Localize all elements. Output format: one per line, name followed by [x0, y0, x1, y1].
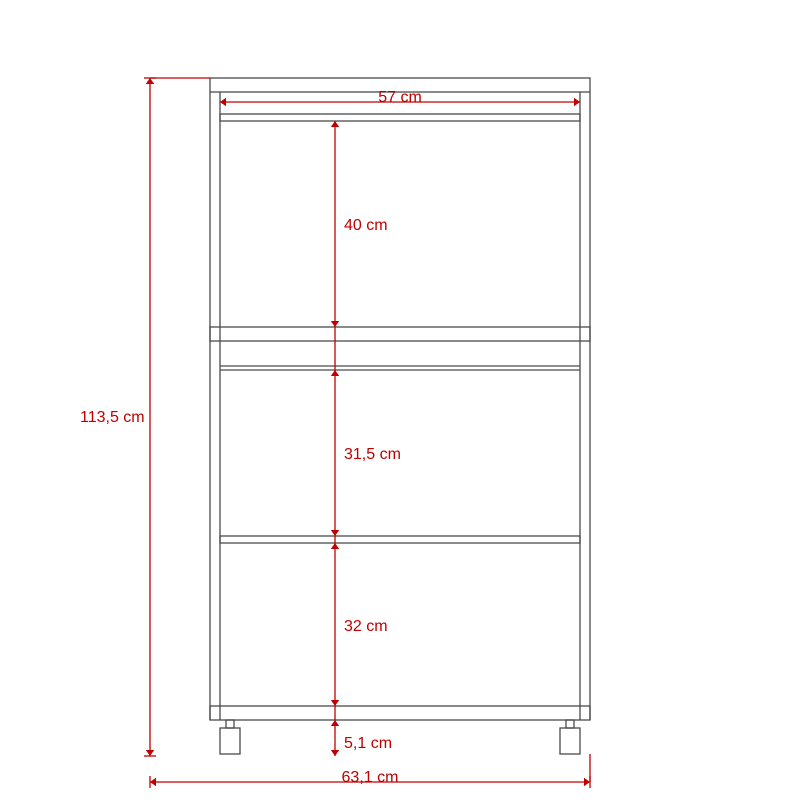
dim-overall-width: 63,1 cm: [342, 769, 399, 786]
dim-interior-width: 57 cm: [378, 89, 422, 106]
dim-overall-height: 113,5 cm: [80, 409, 145, 426]
dim-section-1: 40 cm: [344, 217, 388, 234]
dim-section-3: 32 cm: [344, 618, 388, 635]
furniture-outline: [210, 78, 590, 754]
dim-ground-clearance: 5,1 cm: [344, 735, 392, 752]
dimension-annotations: 113,5 cm 63,1 cm 57 cm 40 cm 31,5 cm 32 cm 5,1…: [80, 78, 590, 788]
dim-section-2: 31,5 cm: [344, 446, 401, 463]
